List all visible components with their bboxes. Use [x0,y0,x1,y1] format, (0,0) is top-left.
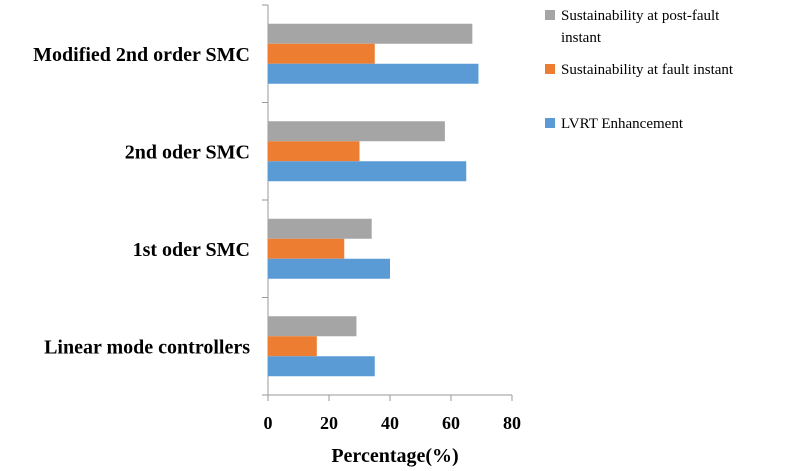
bar-lvrt-enhancement-linear-mode-controllers [268,356,375,377]
x-tick-label: 0 [264,413,273,433]
legend-swatch-lvrt-enhancement [545,118,555,128]
bar-sustainability-at-fault-instant-2nd-oder-smc [268,141,360,162]
x-tick-label: 40 [381,413,399,433]
legend-label: instant [561,30,602,46]
bar-sustainability-at-post-fault-instant-modified-2nd-order-smc [268,23,473,44]
x-axis-title: Percentage(%) [331,445,458,467]
legend-label: Sustainability at post-fault [561,8,720,24]
bar-sustainability-at-fault-instant-linear-mode-controllers [268,336,317,357]
x-tick-label: 60 [442,413,460,433]
category-label: Linear mode controllers [44,336,250,358]
category-label: 2nd oder SMC [125,141,250,163]
ticks: 0 20 40 60 80 [262,4,521,433]
category-label: 1st oder SMC [133,239,250,261]
bar-sustainability-at-post-fault-instant-2nd-oder-smc [268,121,445,142]
bar-sustainability-at-post-fault-instant-linear-mode-controllers [268,316,357,337]
legend-swatch-sustainability-at-post-fault-instant [545,10,555,20]
category-labels: Linear mode controllers 1st oder SMC 2nd o… [33,44,250,359]
x-tick-label: 20 [320,413,338,433]
bar-lvrt-enhancement-1st-oder-smc [268,258,390,279]
bar-lvrt-enhancement-2nd-oder-smc [268,161,467,182]
legend-label: Sustainability at fault instant [561,62,734,78]
x-tick-label: 80 [503,413,521,433]
category-label: Modified 2nd order SMC [33,44,250,66]
legend-label: LVRT Enhancement [561,116,684,132]
bar-lvrt-enhancement-modified-2nd-order-smc [268,63,479,84]
bar-sustainability-at-fault-instant-modified-2nd-order-smc [268,43,375,64]
legend: Sustainability at post-fault instant Susta… [545,8,734,132]
bars [268,23,479,377]
bar-sustainability-at-post-fault-instant-1st-oder-smc [268,218,372,239]
legend-swatch-sustainability-at-fault-instant [545,64,555,74]
bar-sustainability-at-fault-instant-1st-oder-smc [268,238,345,259]
